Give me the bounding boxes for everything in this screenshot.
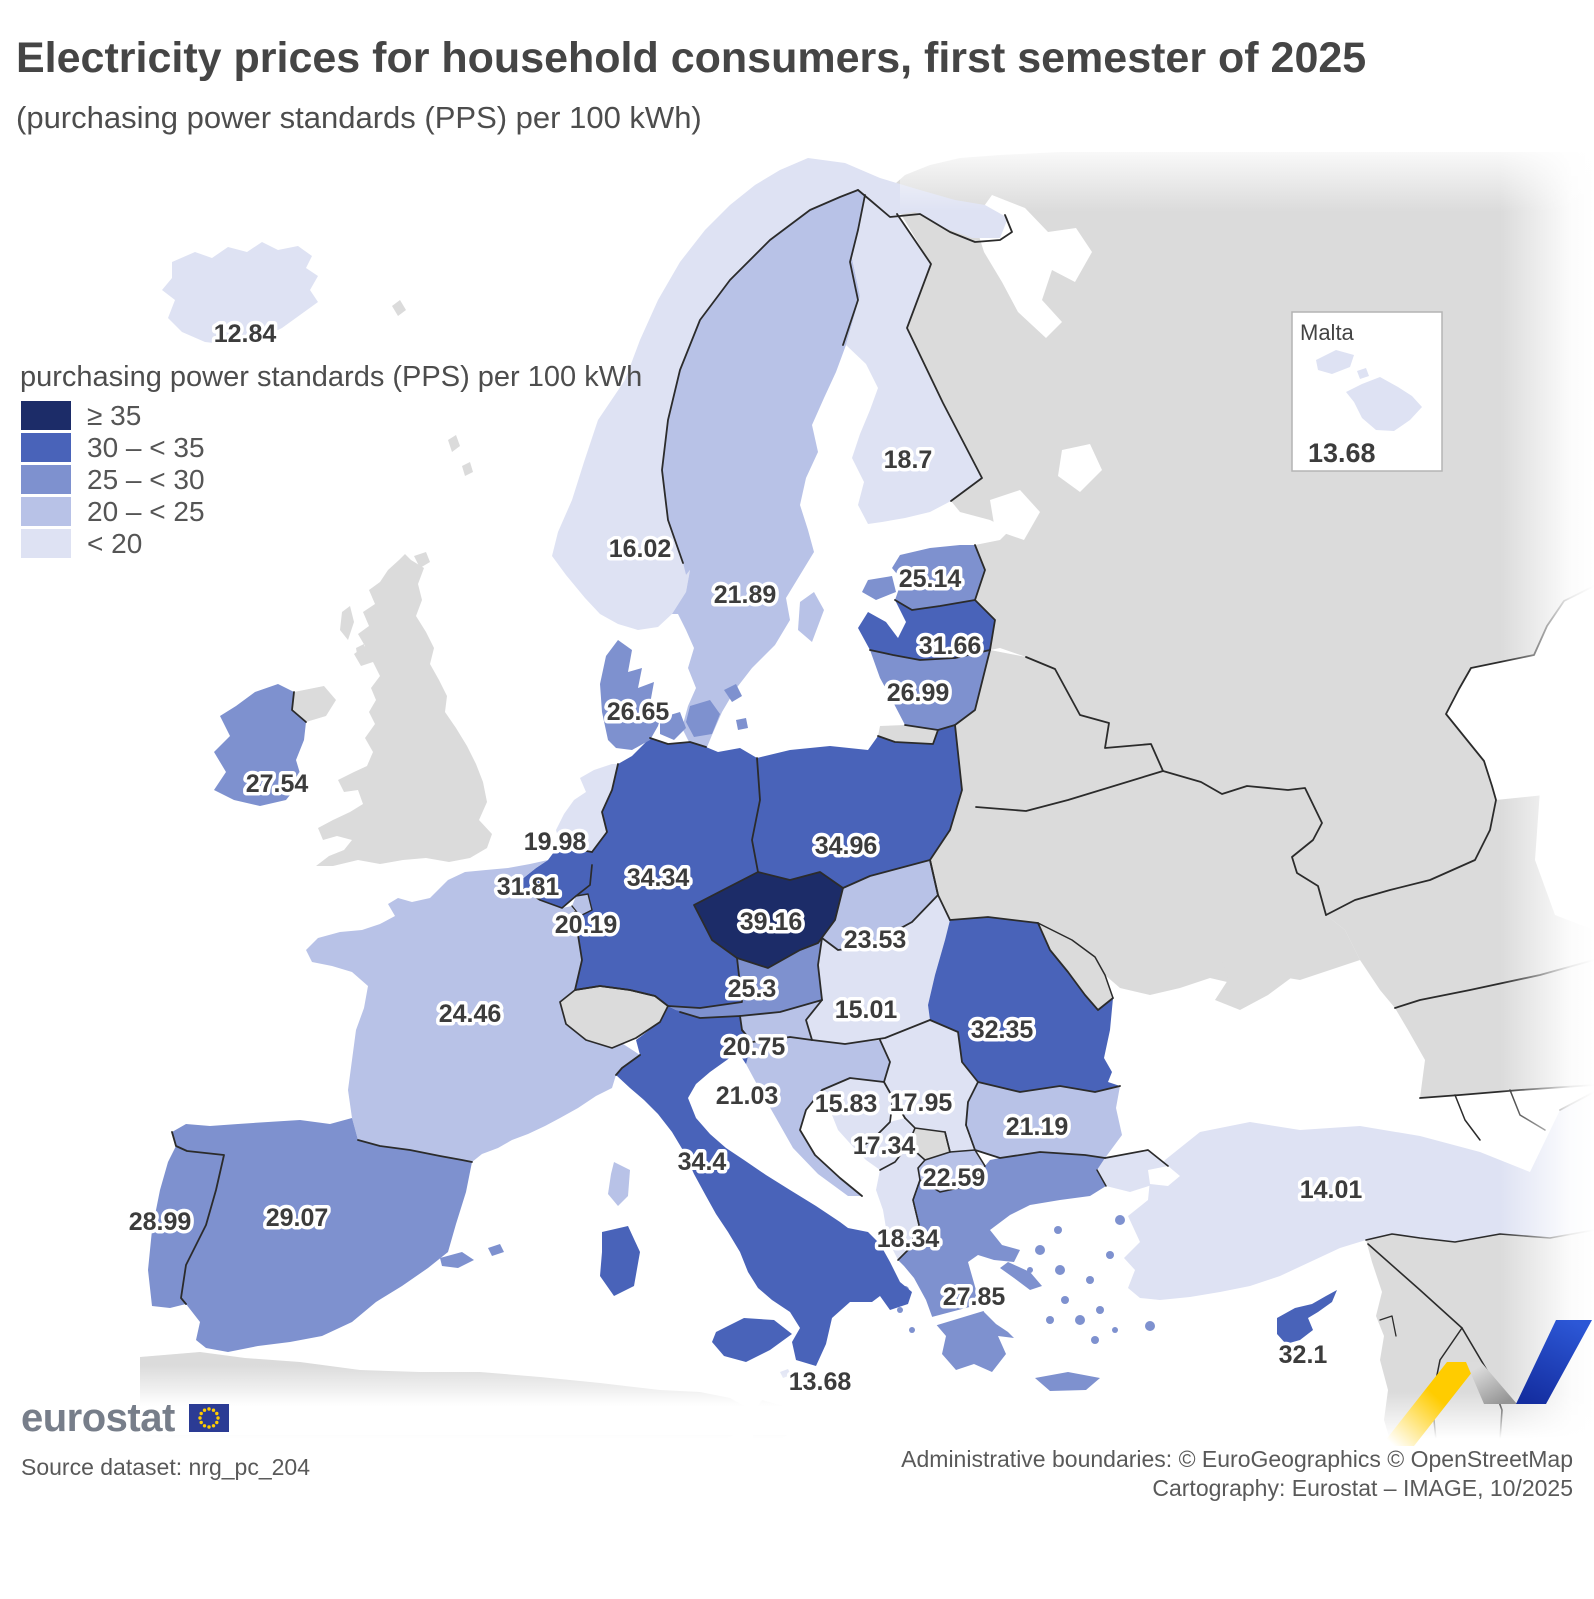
svg-text:34.96: 34.96	[815, 832, 878, 860]
svg-text:32.1: 32.1	[1279, 1341, 1328, 1369]
svg-text:21.03: 21.03	[716, 1082, 779, 1110]
svg-text:31.66: 31.66	[919, 632, 982, 660]
svg-text:< 20: < 20	[87, 528, 142, 559]
svg-text:25 – < 30: 25 – < 30	[87, 464, 205, 495]
svg-text:30 – < 35: 30 – < 35	[87, 432, 205, 463]
svg-text:purchasing power standards (PP: purchasing power standards (PPS) per 100…	[20, 361, 642, 393]
svg-text:20.75: 20.75	[723, 1033, 786, 1061]
svg-text:26.99: 26.99	[887, 679, 950, 707]
svg-text:15.83: 15.83	[815, 1090, 878, 1118]
svg-text:25.14: 25.14	[899, 565, 962, 593]
svg-text:17.95: 17.95	[890, 1089, 953, 1117]
svg-text:39.16: 39.16	[740, 908, 803, 936]
svg-text:18.7: 18.7	[884, 446, 933, 474]
svg-text:32.35: 32.35	[971, 1016, 1034, 1044]
svg-text:13.68: 13.68	[789, 1368, 852, 1396]
svg-text:25.3: 25.3	[728, 975, 777, 1003]
svg-text:Administrative boundaries: © E: Administrative boundaries: © EuroGeograp…	[901, 1446, 1573, 1472]
svg-text:27.85: 27.85	[943, 1283, 1006, 1311]
svg-text:20 – < 25: 20 – < 25	[87, 496, 205, 527]
svg-text:eurostat: eurostat	[21, 1396, 175, 1440]
svg-text:13.68: 13.68	[1308, 438, 1376, 468]
svg-text:26.65: 26.65	[607, 698, 670, 726]
svg-text:18.34: 18.34	[877, 1225, 940, 1253]
svg-text:27.54: 27.54	[246, 770, 309, 798]
svg-text:17.34: 17.34	[853, 1132, 916, 1160]
svg-text:21.89: 21.89	[714, 581, 777, 609]
svg-text:29.07: 29.07	[266, 1204, 329, 1232]
svg-text:34.34: 34.34	[627, 864, 690, 892]
svg-text:23.53: 23.53	[844, 926, 907, 954]
svg-text:19.98: 19.98	[524, 828, 587, 856]
svg-text:12.84: 12.84	[214, 320, 277, 348]
svg-text:31.81: 31.81	[497, 873, 560, 901]
svg-text:Source dataset: nrg_pc_204: Source dataset: nrg_pc_204	[21, 1454, 310, 1480]
svg-text:≥ 35: ≥ 35	[87, 400, 141, 431]
svg-text:14.01: 14.01	[1300, 1176, 1363, 1204]
svg-text:15.01: 15.01	[835, 996, 898, 1024]
svg-text:Electricity prices for househo: Electricity prices for household consume…	[16, 34, 1366, 82]
svg-text:16.02: 16.02	[609, 535, 672, 563]
svg-text:Malta: Malta	[1300, 320, 1355, 345]
svg-text:20.19: 20.19	[555, 911, 618, 939]
svg-text:21.19: 21.19	[1006, 1113, 1069, 1141]
svg-text:Cartography: Eurostat – IMAGE,: Cartography: Eurostat – IMAGE, 10/2025	[1152, 1475, 1573, 1501]
svg-text:22.59: 22.59	[923, 1164, 986, 1192]
svg-text:24.46: 24.46	[439, 1000, 502, 1028]
svg-text:(purchasing power standards (P: (purchasing power standards (PPS) per 10…	[16, 100, 702, 135]
svg-text:34.4: 34.4	[678, 1148, 727, 1176]
svg-text:28.99: 28.99	[129, 1208, 192, 1236]
